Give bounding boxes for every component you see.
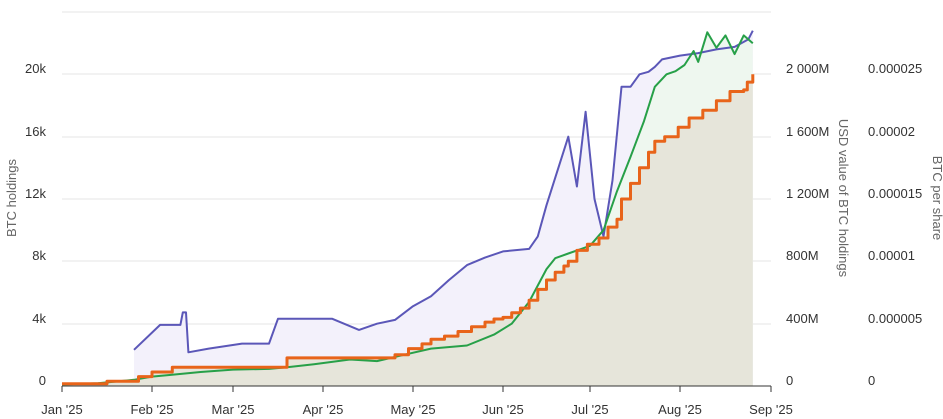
x-tick-label: Aug '25 xyxy=(658,402,702,417)
x-tick-label: Sep '25 xyxy=(749,402,793,417)
x-tick-label: Feb '25 xyxy=(131,402,174,417)
left-tick-label: 8k xyxy=(32,248,46,263)
right1-tick-label: 0 xyxy=(786,373,793,388)
right1-tick-label: 1 600M xyxy=(786,124,829,139)
right1-tick-label: 2 000M xyxy=(786,61,829,76)
right1-tick-label: 1 200M xyxy=(786,186,829,201)
axis-layer: Jan '25 Feb '25 Mar '25 Apr '25 May '25 Jun '… xyxy=(25,61,922,417)
left-tick-label: 0 xyxy=(39,373,46,388)
x-tick-label: Jan '25 xyxy=(41,402,83,417)
right1-tick-label: 400M xyxy=(786,311,819,326)
right2-tick-label: 0.00001 xyxy=(868,248,915,263)
right2-tick-label: 0.000025 xyxy=(868,61,922,76)
right2-tick-label: 0 xyxy=(868,373,875,388)
usd-value-line xyxy=(61,31,754,386)
x-tick-label: Mar '25 xyxy=(212,402,255,417)
left-tick-label: 4k xyxy=(32,311,46,326)
line-layer xyxy=(61,30,755,386)
btc-holdings-line xyxy=(62,74,755,386)
btc-per-share-line xyxy=(133,30,754,354)
left-tick-label: 16k xyxy=(25,124,46,139)
left-axis-title: BTC holdings xyxy=(4,158,19,237)
left-tick-label: 20k xyxy=(25,61,46,76)
x-tick-label: Jul '25 xyxy=(571,402,608,417)
right-axis-1-title: USD value of BTC holdings xyxy=(836,119,851,278)
btc-holdings-area xyxy=(62,74,753,387)
right1-tick-label: 800M xyxy=(786,248,819,263)
left-tick-label: 12k xyxy=(25,186,46,201)
right2-tick-label: 0.00002 xyxy=(868,124,915,139)
right2-tick-label: 0.000005 xyxy=(868,311,922,326)
x-tick-label: Jun '25 xyxy=(482,402,524,417)
x-tick-label: Apr '25 xyxy=(303,402,344,417)
x-tick-label: May '25 xyxy=(390,402,435,417)
right2-tick-label: 0.000015 xyxy=(868,186,922,201)
right-axis-2-title: BTC per share xyxy=(930,156,943,241)
area-layer xyxy=(62,30,753,387)
